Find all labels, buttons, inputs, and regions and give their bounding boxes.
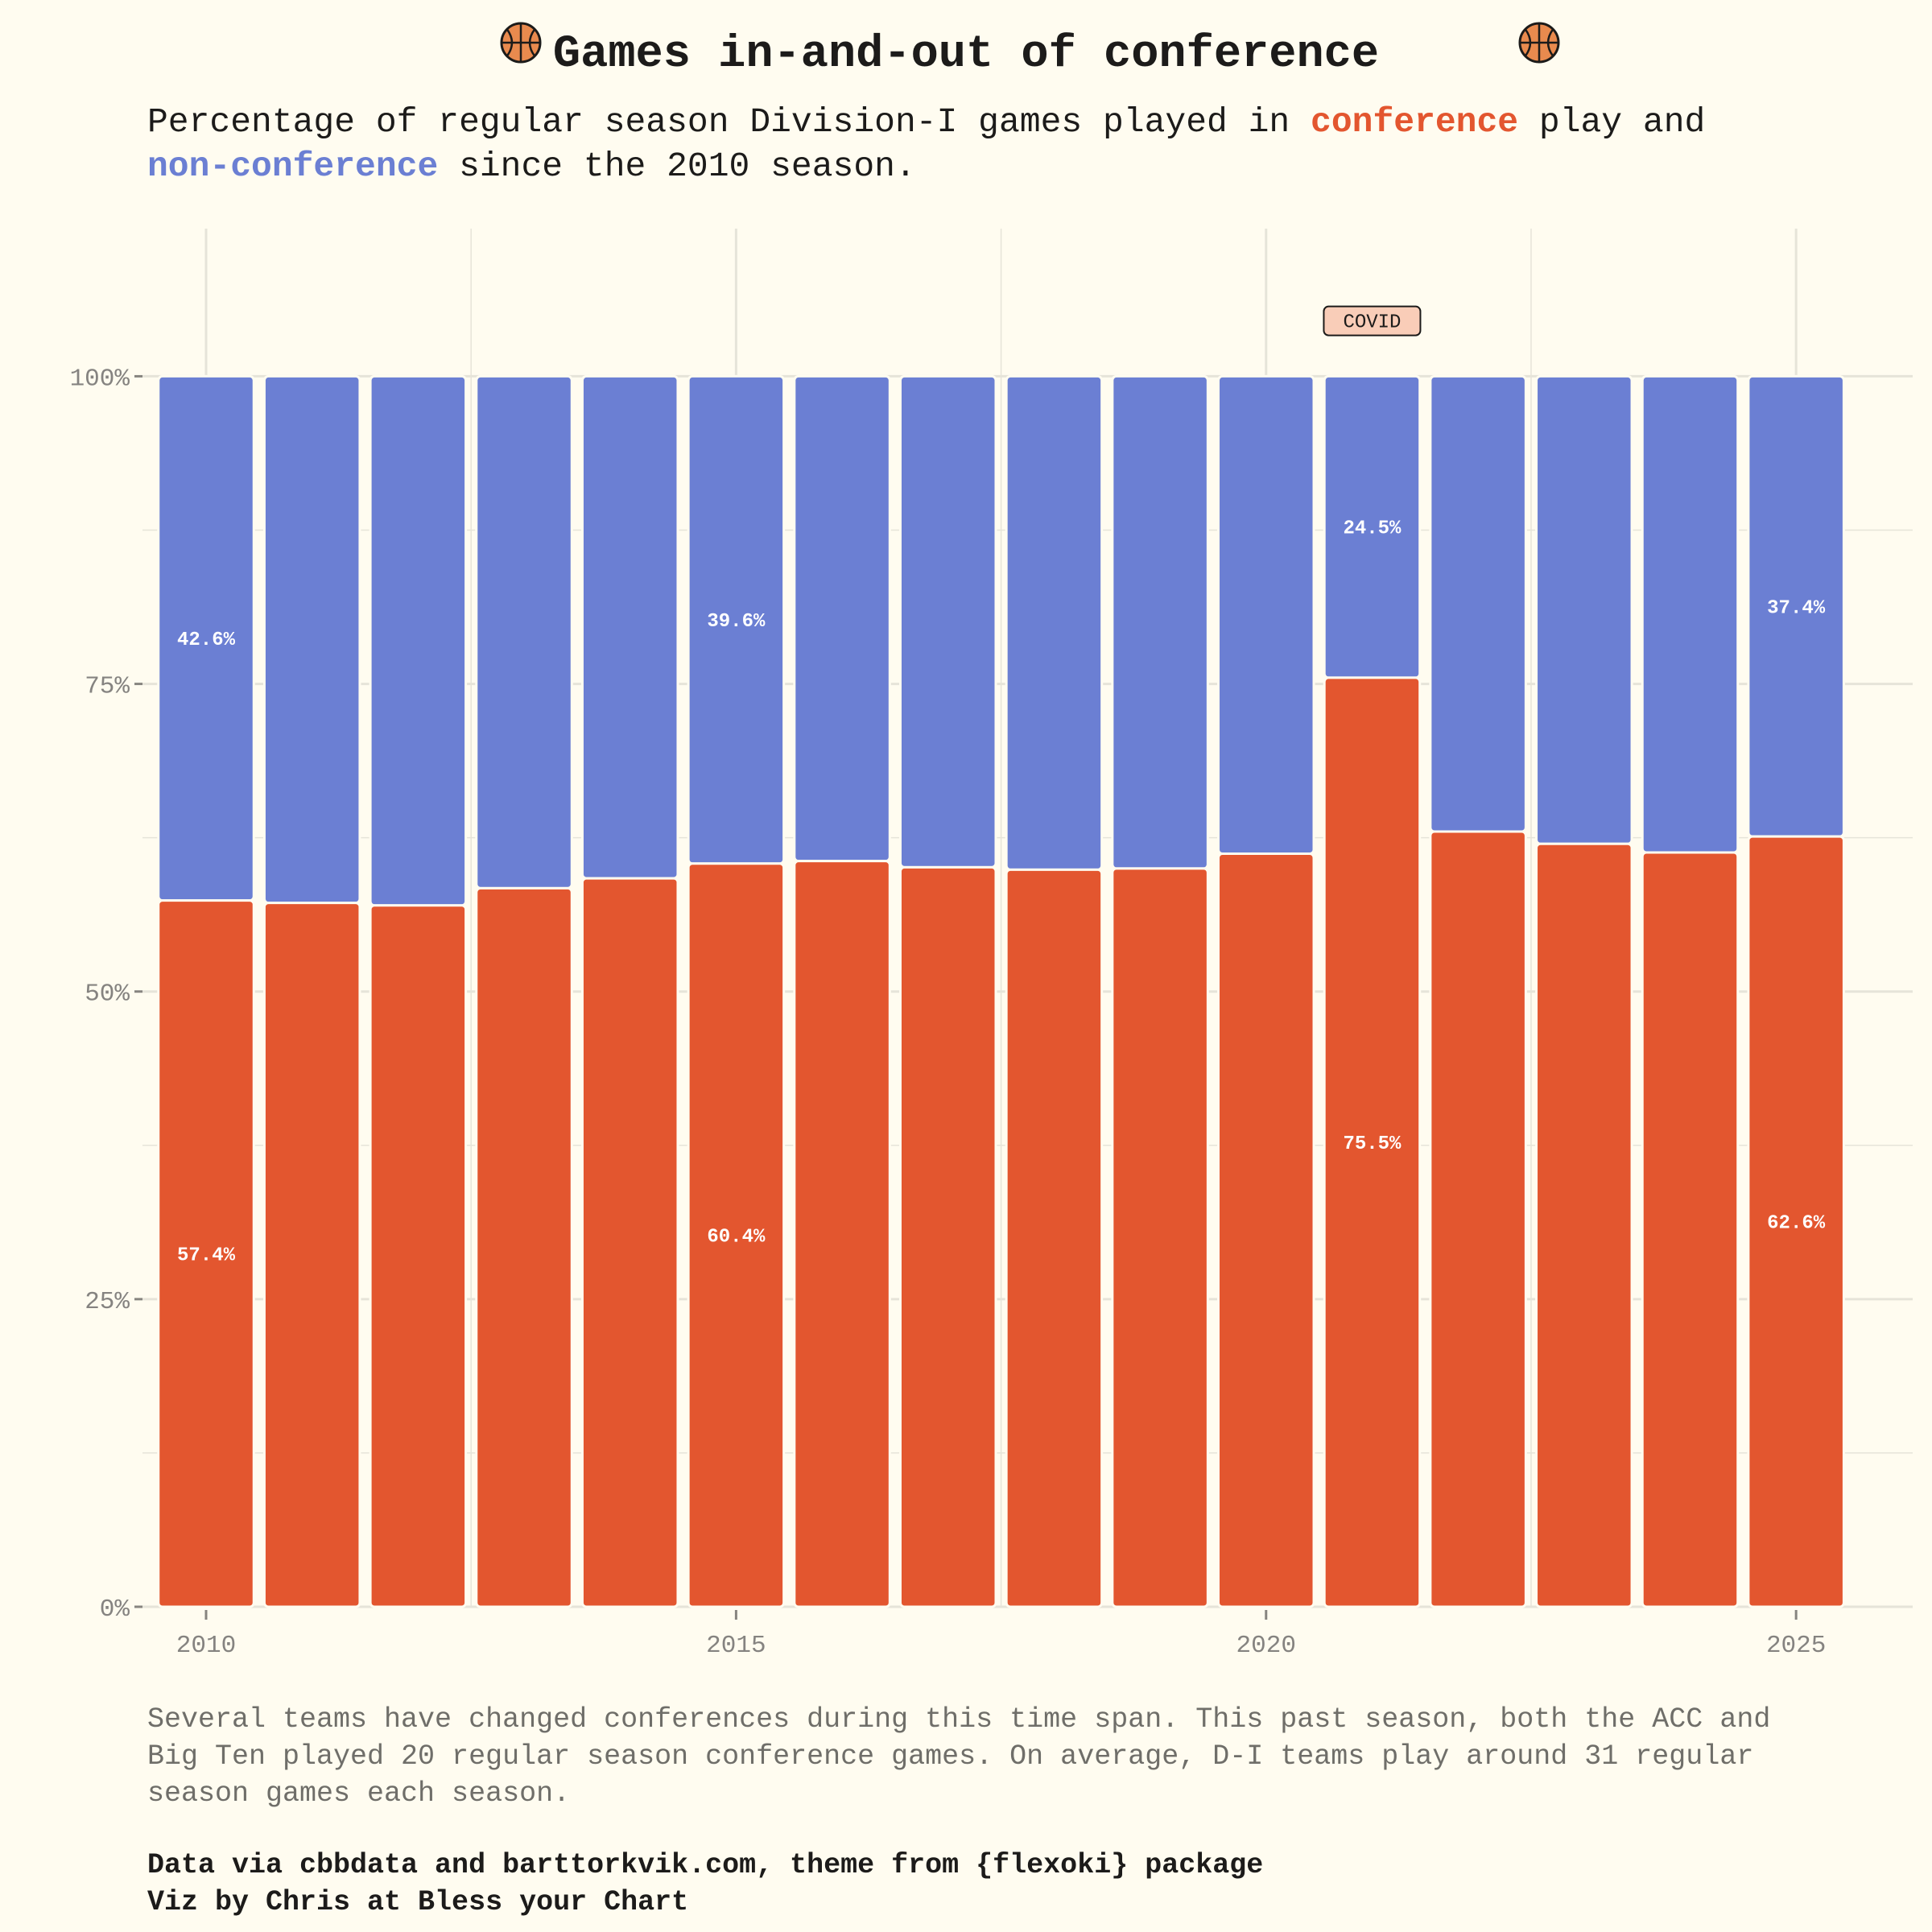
bar-non-conference-2022 bbox=[1429, 374, 1527, 833]
data-label-non-conference-2015: 39.6% bbox=[707, 611, 766, 633]
bar-conference-2010 bbox=[157, 899, 255, 1608]
bar-conference-2019 bbox=[1111, 867, 1209, 1608]
bar-non-conference-2013 bbox=[475, 374, 573, 890]
bar-conference-2023 bbox=[1535, 842, 1633, 1608]
bar-conference-2024 bbox=[1641, 851, 1740, 1608]
x-tick-label: 2010 bbox=[176, 1632, 236, 1660]
basketball-seam bbox=[1546, 28, 1554, 57]
bar-conference-2013 bbox=[475, 886, 573, 1608]
bar-layer bbox=[157, 374, 1845, 1608]
bar-conference-2025 bbox=[1747, 835, 1845, 1608]
bar-conference-2021 bbox=[1323, 676, 1422, 1608]
bar-conference-2014 bbox=[580, 877, 679, 1608]
bar-non-conference-2019 bbox=[1111, 374, 1209, 870]
bar-conference-2020 bbox=[1217, 852, 1315, 1608]
bar-non-conference-2011 bbox=[262, 374, 361, 905]
x-tick-label: 2015 bbox=[706, 1632, 766, 1660]
bar-conference-2022 bbox=[1429, 830, 1527, 1608]
bar-non-conference-2014 bbox=[580, 374, 679, 880]
y-tick-label: 75% bbox=[85, 673, 130, 701]
chart-title: Games in-and-out of conference bbox=[553, 29, 1379, 80]
basketball-seam bbox=[528, 28, 536, 57]
basketball-icon bbox=[500, 22, 542, 64]
credit-line-1: Data via cbbdata and barttorkvik.com, th… bbox=[147, 1849, 1263, 1881]
chart-subtitle-line-1: Percentage of regular season Division-I … bbox=[147, 102, 1705, 142]
bar-non-conference-2024 bbox=[1641, 374, 1740, 854]
credit-line-2: Viz by Chris at Bless your Chart bbox=[147, 1886, 688, 1918]
covid-annotation-label: COVID bbox=[1343, 312, 1401, 334]
subtitle-text: Percentage of regular season Division-I … bbox=[147, 102, 1311, 142]
bar-conference-2016 bbox=[793, 860, 891, 1608]
bar-conference-2015 bbox=[687, 862, 786, 1608]
data-label-non-conference-2021: 24.5% bbox=[1343, 518, 1402, 540]
bar-non-conference-2020 bbox=[1217, 374, 1315, 856]
data-label-layer: 57.4% 42.6% 60.4% 39.6% 75.5% 24.5% 62.6% 37.4% bbox=[177, 518, 1826, 1267]
bar-non-conference-2016 bbox=[793, 374, 891, 863]
bar-conference-2011 bbox=[262, 902, 361, 1608]
basketball-seam bbox=[1524, 28, 1532, 57]
basketball-seam bbox=[506, 28, 514, 57]
y-tick-label: 50% bbox=[85, 980, 130, 1009]
bar-non-conference-2023 bbox=[1535, 374, 1633, 845]
bar-conference-2017 bbox=[898, 865, 997, 1608]
data-label-non-conference-2025: 37.4% bbox=[1767, 597, 1826, 619]
y-tick-label: 100% bbox=[70, 365, 130, 393]
data-label-non-conference-2010: 42.6% bbox=[177, 630, 236, 651]
subtitle-text: play and bbox=[1518, 102, 1705, 142]
caption-line-2: Big Ten played 20 regular season confere… bbox=[147, 1740, 1753, 1773]
data-label-conference-2010: 57.4% bbox=[177, 1245, 236, 1266]
data-label-conference-2015: 60.4% bbox=[707, 1226, 766, 1248]
axis-layer: 0% 25% 50% 75% 100% 2010 2015 2020 2025 bbox=[70, 365, 1827, 1660]
bar-non-conference-2012 bbox=[369, 374, 468, 907]
bar-non-conference-2018 bbox=[1005, 374, 1104, 871]
data-label-conference-2021: 75.5% bbox=[1343, 1133, 1402, 1155]
subtitle-text: since the 2010 season. bbox=[438, 147, 916, 186]
chart-subtitle-line-2: non-conference since the 2010 season. bbox=[147, 147, 916, 186]
subtitle-nonconference-keyword: non-conference bbox=[147, 147, 438, 186]
data-label-conference-2025: 62.6% bbox=[1767, 1213, 1826, 1235]
bar-non-conference-2017 bbox=[898, 374, 997, 869]
basketball-icon bbox=[1518, 22, 1560, 64]
y-tick-label: 0% bbox=[100, 1596, 130, 1624]
caption-line-1: Several teams have changed conferences d… bbox=[147, 1703, 1770, 1736]
bar-conference-2012 bbox=[369, 904, 468, 1608]
x-tick-label: 2025 bbox=[1766, 1632, 1826, 1660]
subtitle-conference-keyword: conference bbox=[1311, 102, 1518, 142]
bar-conference-2018 bbox=[1005, 868, 1104, 1608]
annotation-layer: COVID bbox=[1323, 305, 1422, 336]
y-tick-label: 25% bbox=[85, 1288, 130, 1316]
x-tick-label: 2020 bbox=[1236, 1632, 1296, 1660]
caption-line-3: season games each season. bbox=[147, 1777, 570, 1810]
covid-annotation-box bbox=[1323, 305, 1422, 336]
